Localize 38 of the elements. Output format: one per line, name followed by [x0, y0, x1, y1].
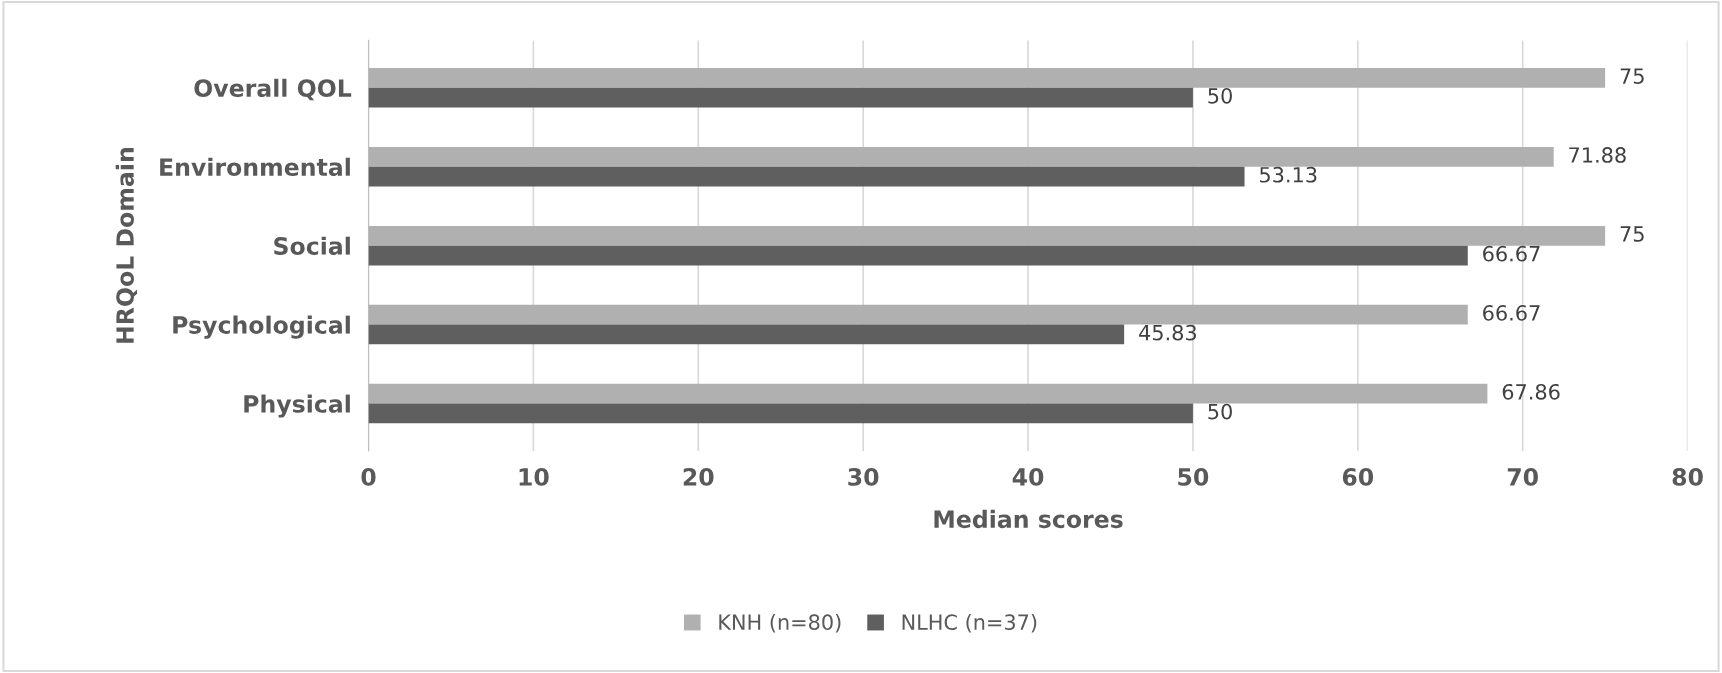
- bar: [368, 383, 1488, 404]
- data-label: 71.88: [1569, 147, 1626, 163]
- x-axis-title: Median scores: [934, 509, 1123, 529]
- data-label: 50: [1208, 87, 1232, 104]
- x-tick-label: 70: [1507, 467, 1538, 486]
- x-tick-label: 0: [361, 467, 376, 486]
- bar: [368, 225, 1606, 246]
- x-tick-label: 20: [683, 467, 714, 486]
- bar: [368, 87, 1193, 108]
- y-axis-title: HRQoL Domain: [115, 148, 138, 343]
- y-tick-label: Physical: [244, 394, 350, 418]
- bar: [368, 403, 1193, 424]
- y-tick-label: Psychological: [173, 315, 350, 339]
- data-label: 45.83: [1139, 324, 1197, 341]
- bar: [368, 68, 1606, 88]
- data-label: 67.86: [1502, 383, 1560, 400]
- x-tick-label: 10: [519, 467, 549, 486]
- x-tick-label: 80: [1672, 467, 1703, 486]
- data-label: 66.67: [1483, 245, 1540, 262]
- bar: [368, 324, 1125, 345]
- y-tick-label: Environmental: [160, 157, 350, 176]
- legend-label: NLHC (n=37): [902, 613, 1037, 633]
- bar: [368, 146, 1554, 167]
- bar: [368, 304, 1468, 325]
- x-tick-label: 50: [1178, 467, 1209, 486]
- y-tick-label: Social: [274, 236, 350, 255]
- x-tick-label: 40: [1012, 467, 1044, 486]
- data-label: 50: [1208, 403, 1232, 420]
- data-label: 66.67: [1483, 305, 1540, 321]
- x-tick-label: 60: [1342, 467, 1374, 486]
- x-tick-label: 30: [848, 467, 879, 486]
- data-label: 75: [1620, 68, 1644, 84]
- bar: [368, 166, 1245, 187]
- legend-label: KNH (n=80): [719, 613, 841, 633]
- y-tick-label: Overall QOL: [194, 78, 352, 101]
- data-label: 75: [1620, 226, 1644, 242]
- data-label: 53.13: [1260, 166, 1317, 183]
- bar: [368, 245, 1468, 266]
